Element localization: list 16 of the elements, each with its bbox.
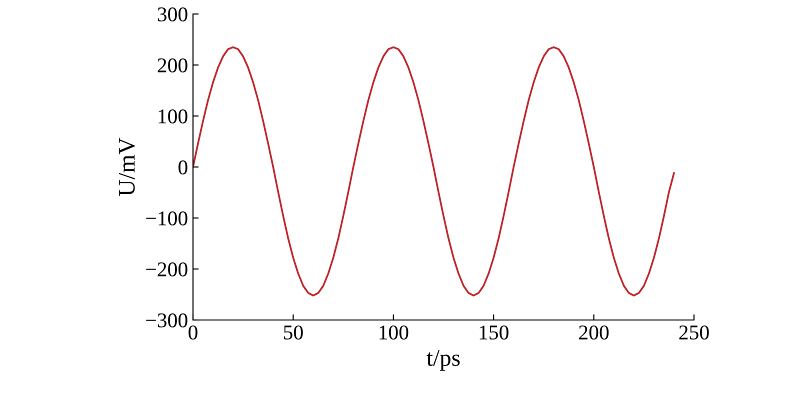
y-tick-label: 0 <box>178 160 188 174</box>
line-series <box>193 46 675 296</box>
x-axis-title: t/ps <box>426 350 460 371</box>
x-tick-label: 0 <box>188 325 198 340</box>
x-tick-label: 50 <box>284 325 303 340</box>
y-tick-label: −300 <box>146 313 188 328</box>
y-tick-label: −200 <box>146 262 188 276</box>
y-tick-label: 200 <box>158 58 188 72</box>
y-axis-title: U/mV <box>118 138 135 196</box>
x-tick-label: 100 <box>380 325 408 340</box>
x-tick-label: 200 <box>579 325 609 340</box>
x-tick-label: 150 <box>480 325 508 340</box>
y-tick-label: 300 <box>158 7 188 22</box>
x-tick-label: 250 <box>679 325 709 340</box>
y-tick-label: −100 <box>146 211 188 226</box>
y-tick-label: 100 <box>158 109 188 124</box>
